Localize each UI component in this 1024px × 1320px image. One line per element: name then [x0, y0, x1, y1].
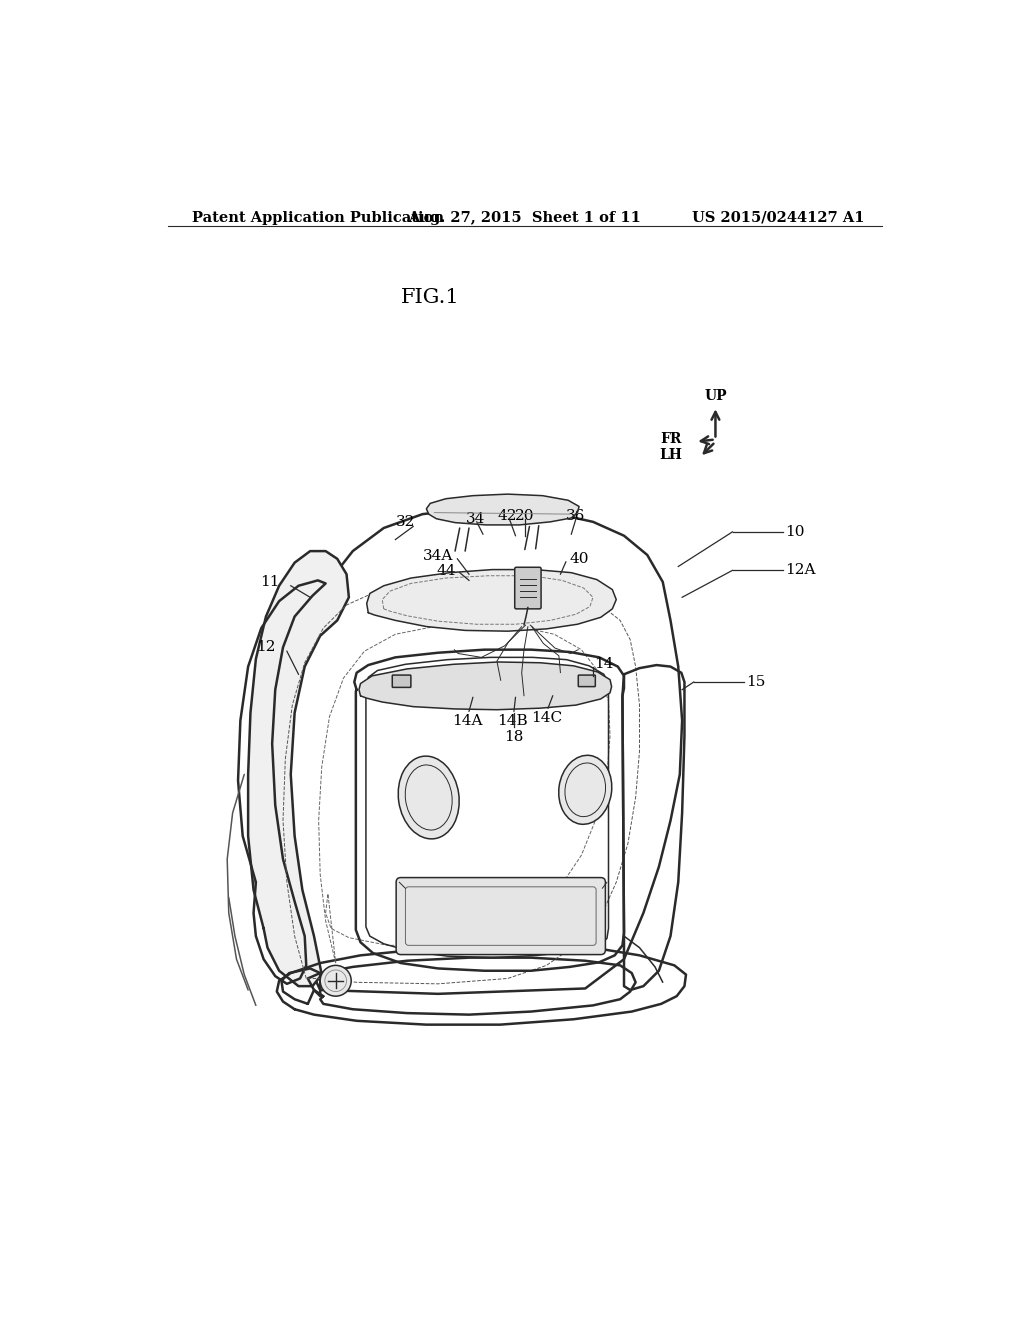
Text: FR: FR — [660, 433, 682, 446]
FancyBboxPatch shape — [579, 675, 595, 686]
Ellipse shape — [398, 756, 459, 840]
Text: 34A: 34A — [423, 549, 454, 562]
Text: 14: 14 — [595, 656, 614, 671]
Text: 32: 32 — [395, 515, 415, 529]
Text: 44: 44 — [436, 564, 456, 578]
Text: 12: 12 — [256, 640, 275, 655]
Text: 10: 10 — [785, 525, 805, 539]
Ellipse shape — [559, 755, 611, 824]
Text: 12A: 12A — [785, 564, 816, 577]
Text: FIG.1: FIG.1 — [400, 288, 460, 306]
Text: LH: LH — [659, 447, 682, 462]
Polygon shape — [248, 552, 349, 986]
Polygon shape — [359, 663, 611, 710]
Text: 14C: 14C — [530, 711, 562, 725]
FancyBboxPatch shape — [396, 878, 605, 954]
Text: 36: 36 — [566, 508, 586, 523]
Circle shape — [321, 965, 351, 997]
Text: 15: 15 — [746, 675, 766, 689]
Text: UP: UP — [705, 389, 727, 404]
Polygon shape — [367, 570, 616, 631]
FancyBboxPatch shape — [515, 568, 541, 609]
Text: 18: 18 — [504, 730, 523, 743]
Text: 20: 20 — [515, 508, 535, 523]
Text: 11: 11 — [260, 576, 280, 589]
Text: Patent Application Publication: Patent Application Publication — [191, 211, 443, 224]
Text: 34: 34 — [466, 512, 485, 525]
Text: US 2015/0244127 A1: US 2015/0244127 A1 — [692, 211, 864, 224]
Text: 14A: 14A — [453, 714, 482, 729]
Text: Aug. 27, 2015  Sheet 1 of 11: Aug. 27, 2015 Sheet 1 of 11 — [409, 211, 641, 224]
Text: 42: 42 — [498, 508, 517, 523]
Text: 14B: 14B — [497, 714, 527, 729]
FancyBboxPatch shape — [392, 675, 411, 688]
Text: 40: 40 — [569, 552, 589, 566]
Polygon shape — [426, 494, 579, 525]
